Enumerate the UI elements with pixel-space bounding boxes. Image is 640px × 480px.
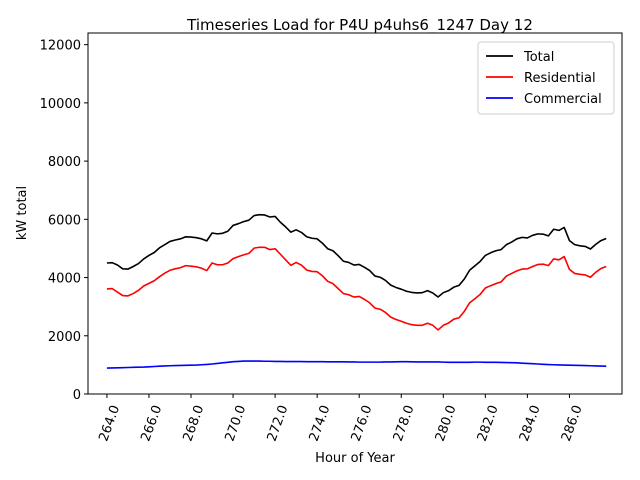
y-axis: 0 2000 4000 6000 8000 10000 12000	[40, 39, 88, 403]
y-tick-label: 12000	[40, 39, 81, 54]
y-tick-label: 6000	[48, 213, 81, 228]
y-tick-label: 10000	[40, 97, 81, 112]
y-axis-title: kW total	[15, 186, 30, 240]
y-tick-label: 0	[73, 388, 81, 403]
legend-box	[477, 41, 615, 115]
series-line-residential	[106, 246, 607, 331]
legend: Total Residential Commercial	[477, 41, 615, 115]
y-tick-label: 8000	[48, 155, 81, 170]
legend-label-residential: Residential	[524, 71, 596, 86]
series-line-commercial	[106, 360, 607, 369]
legend-label-commercial: Commercial	[524, 92, 602, 107]
series-layer	[106, 213, 607, 369]
y-tick-label: 2000	[48, 330, 81, 345]
y-tick-label: 4000	[48, 272, 81, 287]
x-axis-title: Hour of Year	[315, 451, 395, 466]
chart-title: Timeseries Load for P4U p4uhs6_1247 Day …	[186, 16, 533, 35]
legend-label-total: Total	[523, 50, 554, 65]
plot-frame	[87, 32, 623, 395]
series-line-total	[106, 213, 607, 298]
